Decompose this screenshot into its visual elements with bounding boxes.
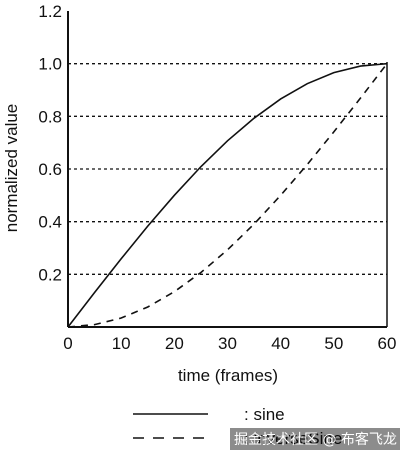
axes: [67, 11, 388, 328]
grid-lines: [68, 63, 387, 275]
series-line: [67, 63, 388, 328]
x-tick-label: 60: [378, 334, 397, 353]
watermark-backdrop: [230, 428, 400, 450]
x-axis-label: time (frames): [178, 366, 278, 385]
y-tick-label: 1.2: [38, 2, 62, 21]
y-tick-label: 0.4: [38, 213, 62, 232]
y-tick-labels: 0.2 0.4 0.6 0.8 1.0 1.2: [38, 2, 62, 284]
legend-label: : inverseSine: [244, 429, 342, 448]
watermark-text: 掘金技术社区 @ 布客飞龙: [234, 431, 397, 448]
legend-label: : sine: [244, 405, 285, 424]
y-tick-label: 0.8: [38, 107, 62, 126]
x-tick-label: 0: [63, 334, 72, 353]
x-tick-labels: 0 10 20 30 40 50 60: [63, 334, 396, 353]
y-tick-label: 1.0: [38, 55, 62, 74]
x-tick-label: 20: [165, 334, 184, 353]
x-tick-label: 50: [324, 334, 343, 353]
x-tick-label: 10: [112, 334, 131, 353]
y-axis-label: normalized value: [2, 104, 21, 233]
x-tick-label: 40: [271, 334, 290, 353]
x-tick-label: 30: [218, 334, 237, 353]
series-lines: [67, 62, 388, 328]
series-line: [67, 62, 388, 328]
y-tick-label: 0.6: [38, 160, 62, 179]
watermark: 掘金技术社区 @ 布客飞龙: [230, 428, 400, 450]
y-tick-label: 0.2: [38, 265, 62, 284]
legend: : sine : inverseSine: [133, 405, 342, 448]
